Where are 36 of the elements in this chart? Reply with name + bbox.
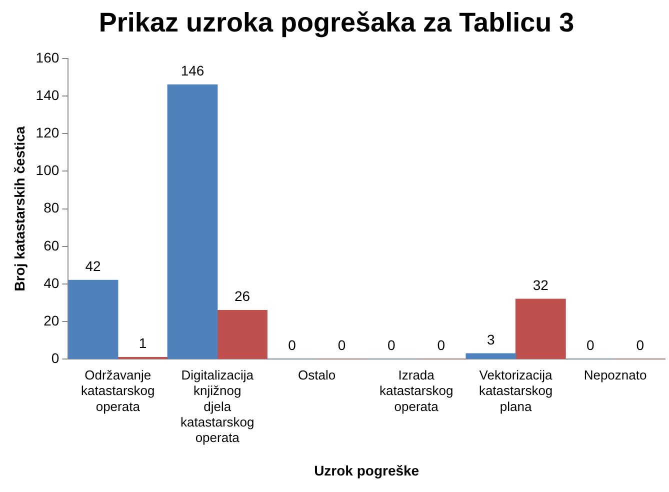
x-axis-title: Uzrok pogreške (314, 462, 420, 478)
bar (68, 280, 118, 360)
x-tick-label: Izrada katastarskog operata (379, 368, 454, 414)
x-tick-label: Digitalizacija knjižnog djela katastarskog operata (180, 368, 254, 445)
y-tick-label: 40 (44, 274, 60, 291)
data-label: 0 (437, 337, 446, 354)
y-axis-title: Broj katastarskih čestica (11, 126, 28, 292)
data-label: 0 (586, 337, 594, 354)
chart-title: Prikaz uzroka pogrešaka za Tablicu 3 (98, 8, 574, 38)
bar (466, 353, 516, 360)
data-label: 42 (85, 258, 102, 274)
y-tick-label: 140 (36, 86, 60, 103)
data-label: 26 (234, 288, 250, 304)
bar (217, 310, 268, 360)
y-tick-label: 0 (51, 350, 60, 366)
x-tick-label: Nepoznato (584, 368, 647, 383)
data-label: 0 (636, 337, 644, 354)
data-label: 0 (388, 337, 396, 354)
bar (118, 356, 168, 360)
bar (167, 84, 218, 360)
y-tick-label: 100 (36, 162, 60, 178)
y-tick-label: 120 (36, 124, 60, 140)
data-label: 146 (180, 62, 204, 79)
y-tick-label: 80 (44, 200, 60, 216)
y-tick-label: 20 (44, 312, 60, 328)
data-label: 3 (487, 331, 496, 348)
data-label: 0 (288, 337, 296, 354)
y-tick-label: 160 (36, 49, 60, 66)
data-label: 1 (138, 335, 147, 352)
data-label: 32 (532, 276, 549, 293)
y-tick-label: 60 (44, 237, 60, 254)
bar (515, 298, 566, 360)
x-tick-label: Vektorizacija katastarskog plana (478, 368, 554, 414)
x-tick-label: Ostalo (298, 368, 336, 383)
x-tick-label: Održavanje katastarskog operata (81, 368, 155, 414)
data-label: 0 (338, 337, 346, 354)
